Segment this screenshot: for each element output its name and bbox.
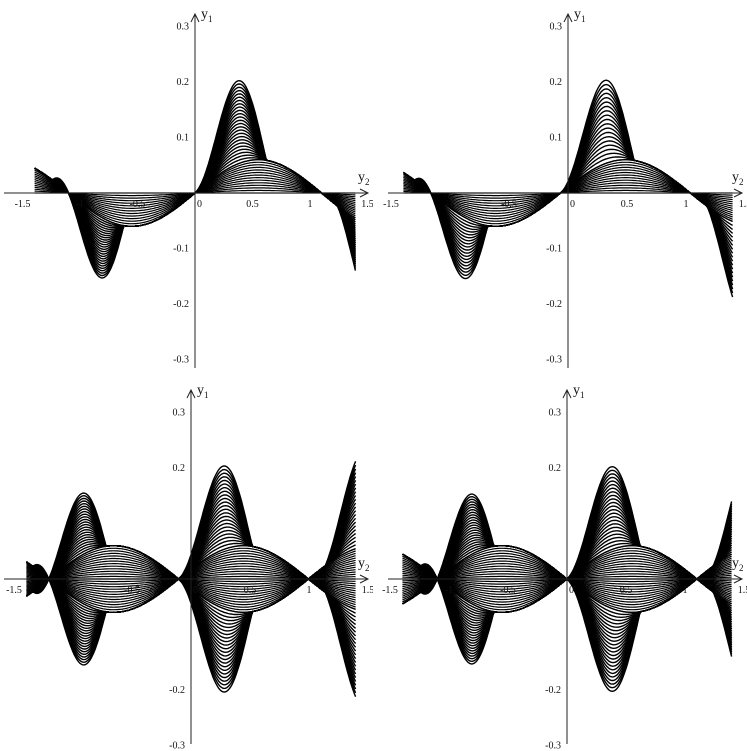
x-axis-arrow: [359, 188, 370, 198]
panel-top-left: -1.5 -1 -0.5 0 0.5 1 1.5 0.3 0.2 0.1 -0.1 -0.2 -0.3 y…: [0, 0, 373, 375]
x-axis-title: y2: [358, 556, 370, 573]
y-tick-label: -0.1: [546, 244, 562, 255]
y-axis-arrow: [562, 388, 572, 399]
x-tick-label: 1.5: [739, 199, 747, 210]
x-tick-label: 1.5: [362, 585, 373, 596]
x-tick-label: -0.5: [124, 585, 140, 596]
x-axis-arrow: [733, 188, 744, 198]
y-tick-label: 0.3: [549, 408, 562, 419]
x-tick-label: 1: [684, 199, 689, 210]
y-tick-label: -0.3: [546, 355, 562, 366]
y-axis-title: y1: [573, 383, 585, 400]
y-tick-label: -0.3: [545, 741, 561, 751]
y-tick-label: 0.2: [177, 77, 190, 88]
y-tick-label: -0.2: [169, 685, 185, 696]
x-tick-label: -1: [446, 199, 454, 210]
chart-svg: -1.5 -1 -0.5 0 0.5 1 1.5 0.3 0.2 0.1 -0.1 -0.2 -0.3 y…: [4, 7, 373, 368]
x-tick-label: -1.5: [383, 199, 399, 210]
x-axis-title: y2: [358, 170, 370, 187]
x-axis-arrow: [359, 574, 370, 584]
x-tick-label: -0.5: [500, 585, 516, 596]
y-axis-title: y1: [201, 7, 213, 24]
x-tick-label: -0.5: [130, 199, 146, 210]
x-tick-label: 1: [683, 585, 688, 596]
y-axis-arrow: [186, 388, 196, 399]
x-tick-label: 0: [570, 199, 575, 210]
y-tick-label: 0.1: [177, 133, 190, 144]
chart-svg: -1.5 -1 -0.5 0 0.5 1 1.5 0.3 0.2 -0.2 -0.3 y1 y2: [4, 383, 373, 751]
x-tick-label: 0: [569, 585, 574, 596]
y-tick-label: -0.2: [173, 299, 189, 310]
y-axis-arrow: [190, 12, 200, 23]
y-tick-label: -0.2: [545, 685, 561, 696]
chart-svg: -1.5 -1 -0.5 0 0.5 1 1.5 0.3 0.2 -0.2 -0.3 y1 y2: [382, 383, 747, 751]
x-tick-label: -0.5: [501, 199, 517, 210]
x-tick-label: -1.5: [15, 199, 31, 210]
x-tick-label: 0: [197, 199, 202, 210]
y-tick-label: 0.3: [550, 22, 563, 33]
y-tick-label: 0.2: [550, 77, 563, 88]
panel-top-right: -1.5 -1 -0.5 0 0.5 1 1.5 0.3 0.2 0.1 -0.1 -0.2 -0.3 y…: [374, 0, 747, 375]
x-tick-label: 1: [307, 585, 312, 596]
panel-bottom-left: -1.5 -1 -0.5 0 0.5 1 1.5 0.3 0.2 -0.2 -0.3 y1 y2: [0, 376, 373, 751]
x-tick-label: 1.5: [738, 585, 747, 596]
x-axis-title: y2: [732, 170, 744, 187]
x-axis-title: y2: [732, 556, 744, 573]
x-axis-arrow: [733, 574, 744, 584]
chart-svg: -1.5 -1 -0.5 0 0.5 1 1.5 0.3 0.2 0.1 -0.1 -0.2 -0.3 y…: [383, 7, 747, 368]
y-tick-label: 0.1: [550, 133, 563, 144]
x-tick-label: 1.5: [361, 199, 373, 210]
y-tick-label: 0.3: [173, 408, 186, 419]
x-tick-label: -1.5: [382, 585, 398, 596]
y-axis-arrow: [563, 12, 573, 23]
x-tick-label: 1: [308, 199, 313, 210]
panel-bottom-right: -1.5 -1 -0.5 0 0.5 1 1.5 0.3 0.2 -0.2 -0.3 y1 y2: [374, 376, 747, 751]
y-axis-title: y1: [197, 383, 209, 400]
y-tick-label: -0.3: [173, 355, 189, 366]
x-tick-label: -1: [69, 585, 77, 596]
y-tick-label: 0.2: [173, 463, 186, 474]
y-axis-title: y1: [574, 7, 586, 24]
y-tick-label: -0.3: [169, 741, 185, 751]
x-tick-label: 0.5: [246, 199, 259, 210]
x-tick-label: 0.5: [244, 585, 257, 596]
x-tick-label: -1: [445, 585, 453, 596]
x-tick-label: -1.5: [6, 585, 22, 596]
x-tick-label: -1: [76, 199, 84, 210]
y-tick-label: -0.1: [173, 244, 189, 255]
y-tick-label: 0.3: [177, 22, 190, 33]
y-tick-label: 0.2: [549, 463, 562, 474]
x-tick-label: 0.5: [621, 199, 634, 210]
x-tick-label: 0.5: [620, 585, 633, 596]
y-tick-label: -0.2: [546, 299, 562, 310]
x-tick-label: 0: [193, 585, 198, 596]
